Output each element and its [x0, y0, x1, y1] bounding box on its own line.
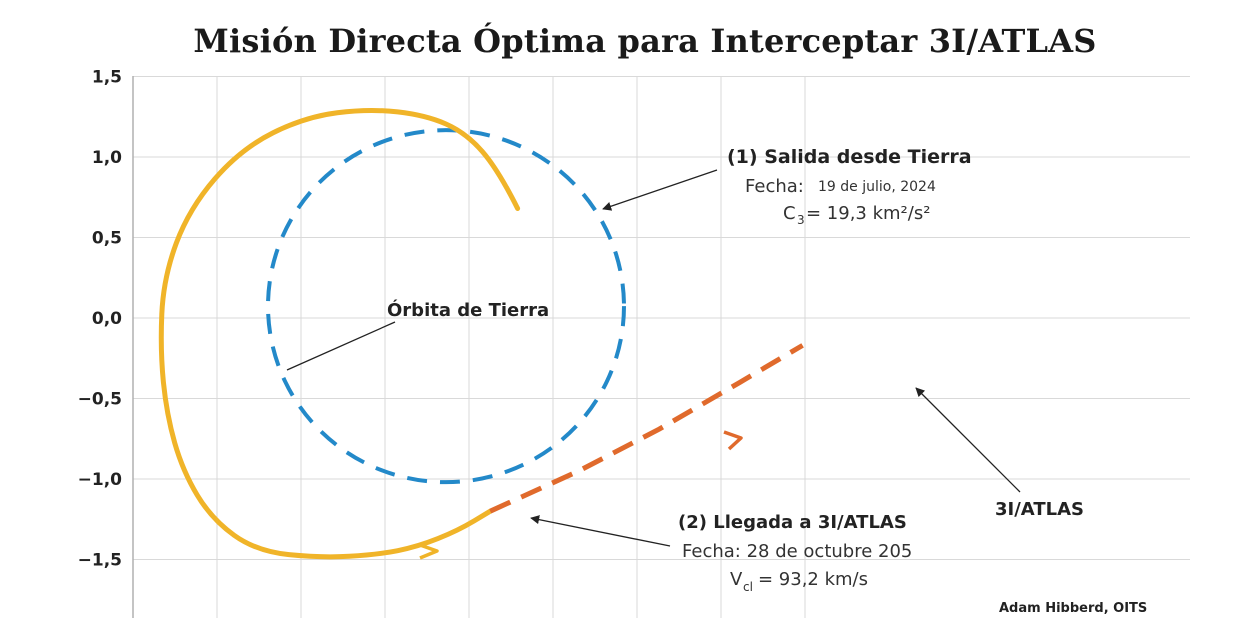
earth-orbit-series	[266, 128, 626, 485]
arrival-v-symbol: V	[730, 569, 743, 590]
transfer-direction-arrow	[419, 543, 439, 560]
y-tick-label: 1,5	[92, 68, 122, 88]
comet-trajectory-series	[489, 343, 804, 514]
departure-date-label: Fecha:	[745, 176, 804, 197]
comet-pointer-arrow	[915, 387, 1021, 493]
comet-label: 3I/ATLAS	[995, 499, 1084, 520]
arrival-title: (2) Llegada a 3I/ATLAS	[678, 512, 907, 533]
y-tick-label: −1,5	[78, 551, 122, 571]
departure-c3-subscript: 3	[797, 213, 805, 227]
earth-orbit-label: Órbita de Tierra	[387, 299, 549, 321]
annotation-layer: (1) Salida desde Tierra Fecha: 19 de jul…	[286, 146, 1147, 616]
departure-c3-symbol: C	[783, 203, 796, 224]
departure-c3-value: = 19,3 km²/s²	[806, 203, 930, 224]
y-tick-label: −0,5	[78, 390, 122, 410]
y-tick-label: 1,0	[92, 148, 122, 168]
arrival-date: Fecha: 28 de octubre 205	[682, 541, 912, 562]
y-tick-label: −1,0	[78, 470, 123, 490]
y-tick-label: 0,0	[92, 309, 122, 329]
earth-orbit-pointer-line	[286, 321, 396, 371]
comet-direction-arrow	[723, 430, 743, 451]
departure-title: (1) Salida desde Tierra	[727, 146, 972, 168]
arrival-v-value: = 93,2 km/s	[758, 569, 868, 590]
arrival-v-subscript: cl	[743, 580, 753, 594]
departure-pointer-arrow	[602, 169, 718, 211]
y-tick-label: 0,5	[92, 229, 122, 249]
series-layer	[158, 108, 804, 560]
credit-text: Adam Hibberd, OITS	[999, 601, 1147, 616]
arrival-pointer-arrow	[530, 515, 671, 547]
grid-layer	[132, 76, 1190, 618]
chart-title: Misión Directa Óptima para Interceptar 3…	[193, 22, 1097, 60]
departure-date: 19 de julio, 2024	[818, 179, 936, 195]
y-tick-layer: 1,5 1,0 0,5 0,0 −0,5 −1,0 −1,5	[78, 68, 123, 571]
transfer-trajectory-series	[158, 108, 521, 560]
